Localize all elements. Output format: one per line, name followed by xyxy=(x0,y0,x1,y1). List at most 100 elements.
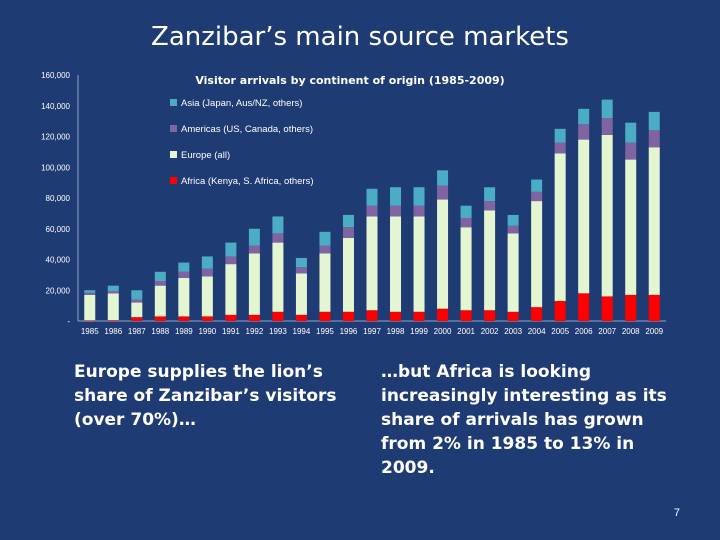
bar-segment-americas xyxy=(178,271,190,278)
bar-segment-europe xyxy=(648,147,660,295)
bar-segment-asia xyxy=(460,205,472,218)
bar-segment-americas xyxy=(460,217,472,228)
bar-segment-asia xyxy=(342,214,354,228)
x-tick-label: 2009 xyxy=(645,327,663,336)
x-tick-label: 1999 xyxy=(410,327,428,336)
bar-segment-asia xyxy=(625,122,637,143)
bar-segment-americas xyxy=(272,233,284,243)
bar-segment-africa xyxy=(225,314,237,321)
bar-segment-africa xyxy=(413,311,425,321)
bar-segment-asia xyxy=(84,290,96,293)
x-tick-label: 2005 xyxy=(551,327,569,336)
legend-swatch xyxy=(170,99,177,106)
legend-swatch xyxy=(170,151,177,158)
bar-segment-americas xyxy=(413,205,425,217)
x-tick-label: 1991 xyxy=(222,327,240,336)
x-tick-label: 1986 xyxy=(104,327,122,336)
legend-swatch xyxy=(170,177,177,184)
x-tick-label: 1990 xyxy=(198,327,216,336)
bar-segment-europe xyxy=(319,253,331,312)
bar-segment-europe xyxy=(507,233,519,312)
bar-segment-asia xyxy=(201,256,213,269)
y-tick-label: 40,000 xyxy=(46,256,71,265)
legend-label: Asia (Japan, Aus/NZ, others) xyxy=(181,98,302,109)
x-tick-label: 1992 xyxy=(246,327,264,336)
bar-segment-europe xyxy=(437,199,449,309)
bar-segment-africa xyxy=(507,311,519,321)
chart-title: Visitor arrivals by continent of origin … xyxy=(195,74,504,87)
bar-segment-europe xyxy=(413,216,425,312)
bar-segment-asia xyxy=(366,188,378,206)
bar-segment-asia xyxy=(601,99,613,119)
x-tick-label: 1998 xyxy=(387,327,405,336)
bar-segment-africa xyxy=(84,320,96,321)
bar-segment-americas xyxy=(648,130,660,148)
bar-segment-europe xyxy=(578,139,590,294)
bar-segment-asia xyxy=(648,111,660,131)
bar-segment-africa xyxy=(319,311,331,321)
bar-segment-americas xyxy=(390,205,402,217)
bar-segment-africa xyxy=(342,311,354,321)
bar-segment-europe xyxy=(154,285,166,317)
caption-europe: Europe supplies the lion’s share of Zanz… xyxy=(74,362,337,430)
bar-segment-africa xyxy=(437,308,449,321)
x-tick-label: 2000 xyxy=(434,327,452,336)
bar-segment-europe xyxy=(531,201,543,308)
bar-segment-asia xyxy=(272,216,284,234)
bar-segment-asia xyxy=(413,187,425,206)
x-tick-label: 1987 xyxy=(128,327,146,336)
x-tick-label: 2007 xyxy=(598,327,616,336)
bar-segment-americas xyxy=(131,299,143,303)
x-tick-label: 2001 xyxy=(457,327,475,336)
bar-segment-europe xyxy=(366,216,378,311)
y-tick-label: - xyxy=(67,317,70,326)
bar-segment-asia xyxy=(131,290,143,300)
bar-segment-europe xyxy=(201,276,213,317)
bar-segment-europe xyxy=(272,242,284,312)
x-tick-label: 1993 xyxy=(269,327,287,336)
bar-segment-americas xyxy=(295,267,307,274)
y-tick-label: 60,000 xyxy=(46,225,71,234)
page-number: 7 xyxy=(673,507,680,519)
bar-segment-americas xyxy=(107,291,119,294)
x-tick-label: 2002 xyxy=(481,327,499,336)
bar-segment-americas xyxy=(225,256,237,265)
bar-segment-africa xyxy=(201,316,213,321)
bar-segment-americas xyxy=(554,142,566,154)
bar-segment-europe xyxy=(390,216,402,312)
bar-segment-europe xyxy=(178,277,190,317)
bar-segment-asia xyxy=(531,179,543,192)
legend-label: Africa (Kenya, S. Africa, others) xyxy=(181,176,314,187)
bar-segment-asia xyxy=(507,214,519,226)
bar-segment-asia xyxy=(154,271,166,282)
bar-segment-americas xyxy=(84,292,96,295)
bar-segment-asia xyxy=(248,228,260,246)
bar-segment-americas xyxy=(342,227,354,238)
y-tick-label: 140,000 xyxy=(41,102,70,111)
y-tick-label: 80,000 xyxy=(46,194,71,203)
bar-segment-europe xyxy=(484,210,496,311)
bar-segment-europe xyxy=(601,134,613,297)
bar-segment-americas xyxy=(437,185,449,200)
bar-segment-europe xyxy=(131,302,143,318)
y-tick-label: 100,000 xyxy=(41,163,70,172)
x-tick-label: 1995 xyxy=(316,327,334,336)
bar-segment-europe xyxy=(342,237,354,312)
bar-segment-africa xyxy=(107,320,119,321)
y-tick-label: 20,000 xyxy=(46,286,71,295)
bar-segment-europe xyxy=(625,159,637,295)
bar-segment-africa xyxy=(131,317,143,321)
bar-segment-africa xyxy=(295,314,307,321)
x-tick-label: 2003 xyxy=(504,327,522,336)
bar-segment-americas xyxy=(319,245,331,254)
bar-segment-europe xyxy=(84,294,96,321)
bar-segment-europe xyxy=(460,227,472,311)
bar-segment-africa xyxy=(625,294,637,321)
x-tick-label: 1989 xyxy=(175,327,193,336)
bar-segment-asia xyxy=(437,170,449,186)
x-tick-label: 1996 xyxy=(340,327,358,336)
bar-segment-africa xyxy=(601,296,613,321)
bar-segment-africa xyxy=(272,311,284,321)
bar-segment-americas xyxy=(578,124,590,140)
slide-title: Zanzibar’s main source markets xyxy=(151,22,569,52)
